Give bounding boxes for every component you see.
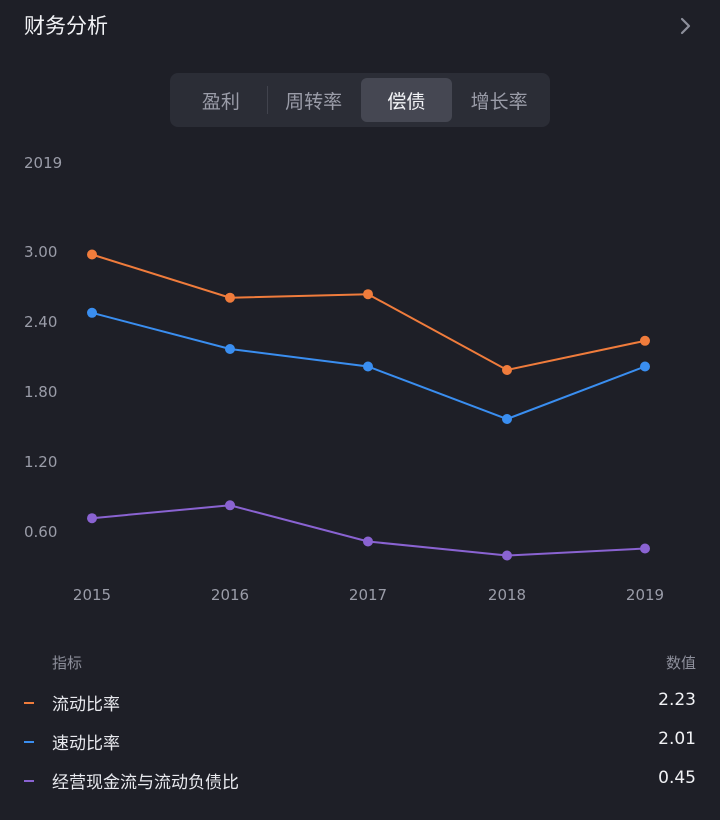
data-point[interactable] <box>640 361 650 372</box>
x-tick-label: 2018 <box>488 586 526 604</box>
legend-name: 速动比率 <box>52 734 120 754</box>
legend-name: 流动比率 <box>52 695 120 715</box>
chart-year-label: 2019 <box>24 154 63 172</box>
page-title: 财务分析 <box>24 14 108 38</box>
legend-value: 2.01 <box>658 729 696 749</box>
data-point[interactable] <box>225 344 235 354</box>
data-point[interactable] <box>87 307 97 318</box>
y-tick-label: 0.60 <box>24 523 57 541</box>
tab-solvency[interactable]: 偿债 <box>360 78 453 122</box>
data-point[interactable] <box>87 513 97 524</box>
tab-turnover[interactable]: 周转率 <box>285 90 343 113</box>
legend-value: 2.23 <box>658 690 696 710</box>
tab-divider <box>266 86 268 114</box>
tab-profit[interactable]: 盈利 <box>201 90 240 113</box>
data-point[interactable] <box>502 365 512 375</box>
legend-header: 指标 数值 <box>52 652 696 674</box>
chevron-right-icon[interactable] <box>674 14 696 38</box>
x-tick-label: 2016 <box>211 586 249 604</box>
x-tick-label: 2019 <box>626 586 664 604</box>
data-point[interactable] <box>502 550 512 561</box>
legend-swatch <box>24 780 34 782</box>
legend-row-quick-ratio: 速动比率 2.01 <box>24 727 696 757</box>
data-point[interactable] <box>363 361 373 372</box>
legend-header-value: 数值 <box>665 654 696 672</box>
line-chart: 3.00 2.40 1.80 1.20 0.60 2015 2016 2017 2018 2019 <box>24 243 664 604</box>
data-point[interactable] <box>87 249 97 260</box>
legend-name: 经营现金流与流动负债比 <box>52 773 239 793</box>
data-point[interactable] <box>225 292 235 303</box>
legend-swatch <box>24 741 34 743</box>
legend-header-label: 指标 <box>52 654 83 672</box>
x-tick-label: 2015 <box>73 586 111 604</box>
data-point[interactable] <box>363 289 373 300</box>
legend-value: 0.45 <box>658 768 696 788</box>
legend-row-current-ratio: 流动比率 2.23 <box>24 688 696 718</box>
header: 财务分析 <box>24 12 696 42</box>
y-tick-label: 2.40 <box>24 313 57 331</box>
y-tick-label: 1.80 <box>24 383 57 401</box>
tab-bar: 盈利 周转率 偿债 增长率 <box>170 73 550 127</box>
y-tick-label: 3.00 <box>24 243 57 261</box>
x-tick-label: 2017 <box>349 586 387 604</box>
series-line <box>91 504 646 557</box>
data-point[interactable] <box>225 500 235 511</box>
data-point[interactable] <box>640 335 650 346</box>
series-line <box>91 253 646 372</box>
legend-swatch <box>24 702 34 704</box>
data-point[interactable] <box>640 543 650 554</box>
y-tick-label: 1.20 <box>24 453 57 471</box>
legend-row-cashflow-ratio: 经营现金流与流动负债比 0.45 <box>24 766 696 796</box>
data-point[interactable] <box>363 536 373 547</box>
tab-growth[interactable]: 增长率 <box>470 90 528 113</box>
data-point[interactable] <box>502 414 512 424</box>
